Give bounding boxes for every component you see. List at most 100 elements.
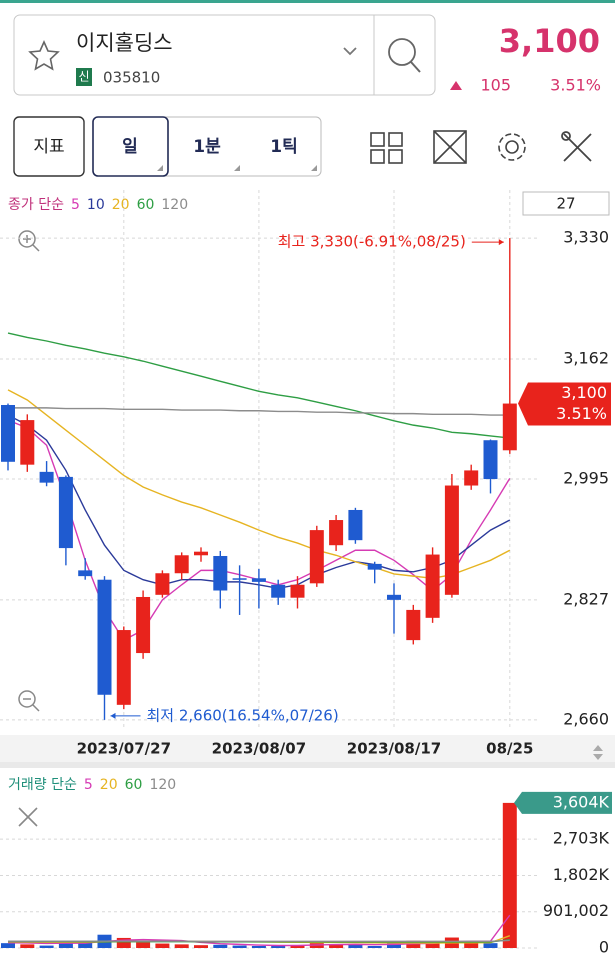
- legend-entry: 20: [100, 777, 118, 793]
- volume-bar: [425, 941, 440, 948]
- stock-name: 이지홀딩스: [76, 31, 173, 55]
- volume-bar: [1, 943, 15, 948]
- price-change-pct: 3.51%: [550, 76, 601, 95]
- period-1min[interactable]: 1분: [193, 137, 221, 157]
- legend-entry: 60: [125, 777, 143, 793]
- x-tick-label: 08/25: [486, 740, 533, 758]
- candle-body: [116, 630, 131, 705]
- candle-body: [136, 596, 151, 654]
- volume-bar: [116, 937, 131, 948]
- volume-bar: [213, 944, 228, 948]
- candle-body: [174, 555, 189, 574]
- price-tag-change: 3.51%: [556, 404, 607, 423]
- y-tick-label: 1,802K: [553, 865, 610, 884]
- indicator-button[interactable]: [13, 116, 85, 177]
- candle-body: [97, 579, 112, 695]
- y-tick-label: 2,827: [563, 589, 609, 608]
- annotation-arrowhead: [110, 712, 116, 719]
- candle-body: [194, 551, 208, 556]
- candle-body: [290, 584, 305, 598]
- zoom-out-icon[interactable]: [18, 690, 40, 712]
- y-tick-label: 2,995: [563, 469, 609, 488]
- candle-body: [271, 584, 286, 598]
- x-tick-label: 2023/07/27: [77, 740, 171, 758]
- y-tick-label: 3,330: [563, 228, 609, 247]
- candle-body: [309, 530, 324, 584]
- candle-body: [464, 470, 479, 486]
- tools-icon[interactable]: [561, 131, 592, 162]
- volume-bar: [155, 943, 170, 948]
- legend-entry: 10: [87, 197, 105, 213]
- candle-body: [425, 554, 440, 618]
- volume-bar: [251, 945, 266, 948]
- candle-body: [39, 471, 54, 483]
- volume-bar: [367, 945, 382, 948]
- moving-average: [8, 939, 510, 943]
- current-price: 3,100: [499, 22, 600, 60]
- volume-bar: [271, 945, 286, 948]
- period-selected[interactable]: [92, 116, 169, 177]
- period-corners: [157, 165, 317, 171]
- moving-average: [8, 407, 510, 416]
- search-box[interactable]: [13, 14, 436, 96]
- candle-body: [213, 555, 228, 591]
- volume-bar: [502, 802, 517, 948]
- x-tick-label: 2023/08/07: [212, 740, 306, 758]
- y-tick-label: 901,002: [543, 901, 609, 920]
- volume-bar: [174, 944, 189, 948]
- candle-body: [1, 404, 15, 462]
- volume-bar: [464, 942, 479, 948]
- y-tick-label: 2,660: [563, 709, 609, 728]
- favorite-icon[interactable]: [28, 40, 60, 71]
- up-arrow: [450, 81, 462, 90]
- candle-body: [348, 509, 363, 541]
- zoom-in-icon[interactable]: [18, 230, 40, 252]
- layout-icon[interactable]: [370, 132, 403, 164]
- dropdown-icon[interactable]: [343, 47, 357, 56]
- candle-body: [387, 594, 401, 600]
- candle-body: [155, 573, 170, 595]
- legend-entry: 5: [71, 197, 80, 213]
- volume-bar: [194, 945, 208, 948]
- indicator-label: 지표: [33, 137, 64, 157]
- volume-bar: [136, 942, 151, 948]
- volume-bar: [58, 940, 73, 948]
- y-tick-label: 3,162: [563, 348, 609, 367]
- volume-bar: [348, 944, 363, 948]
- legend-entry: 120: [161, 197, 188, 213]
- price-change: 105: [480, 76, 511, 95]
- pane-divider: [0, 762, 615, 768]
- scroll-arrows[interactable]: [593, 745, 603, 760]
- legend-entry: 120: [149, 777, 176, 793]
- search-icon[interactable]: [388, 38, 421, 73]
- period-day[interactable]: 일: [122, 137, 138, 157]
- candle-body: [406, 609, 421, 641]
- volume-bar: [20, 944, 35, 948]
- legend-title: 거래량 단순: [8, 777, 77, 793]
- low-annotation: 최저 2,660(16.54%,07/26): [147, 706, 339, 724]
- volume-tag: [514, 791, 612, 814]
- volume-bar: [290, 945, 305, 948]
- date-axis-band: [0, 735, 615, 762]
- legend-entry: 5: [84, 777, 93, 793]
- candle-body: [444, 485, 459, 595]
- candle-body: [232, 578, 247, 580]
- volume-bar: [329, 944, 344, 948]
- candle-body: [502, 403, 517, 451]
- visible-count: 27: [556, 195, 575, 213]
- fullscreen-icon[interactable]: [433, 130, 467, 164]
- close-pane-icon[interactable]: [18, 807, 38, 827]
- candle-body: [251, 578, 266, 582]
- y-tick-label: 0: [599, 938, 609, 957]
- candle-body: [329, 520, 344, 546]
- badge: 신: [78, 70, 89, 84]
- period-1tick[interactable]: 1틱: [270, 137, 297, 157]
- volume-bar: [232, 945, 247, 948]
- candle-body: [78, 570, 93, 577]
- volume-tag-label: 3,604K: [553, 792, 610, 811]
- settings-icon[interactable]: [498, 133, 526, 161]
- price-tag-label: 3,100: [561, 383, 607, 402]
- price-tag: [518, 382, 611, 426]
- count-box[interactable]: [522, 191, 610, 216]
